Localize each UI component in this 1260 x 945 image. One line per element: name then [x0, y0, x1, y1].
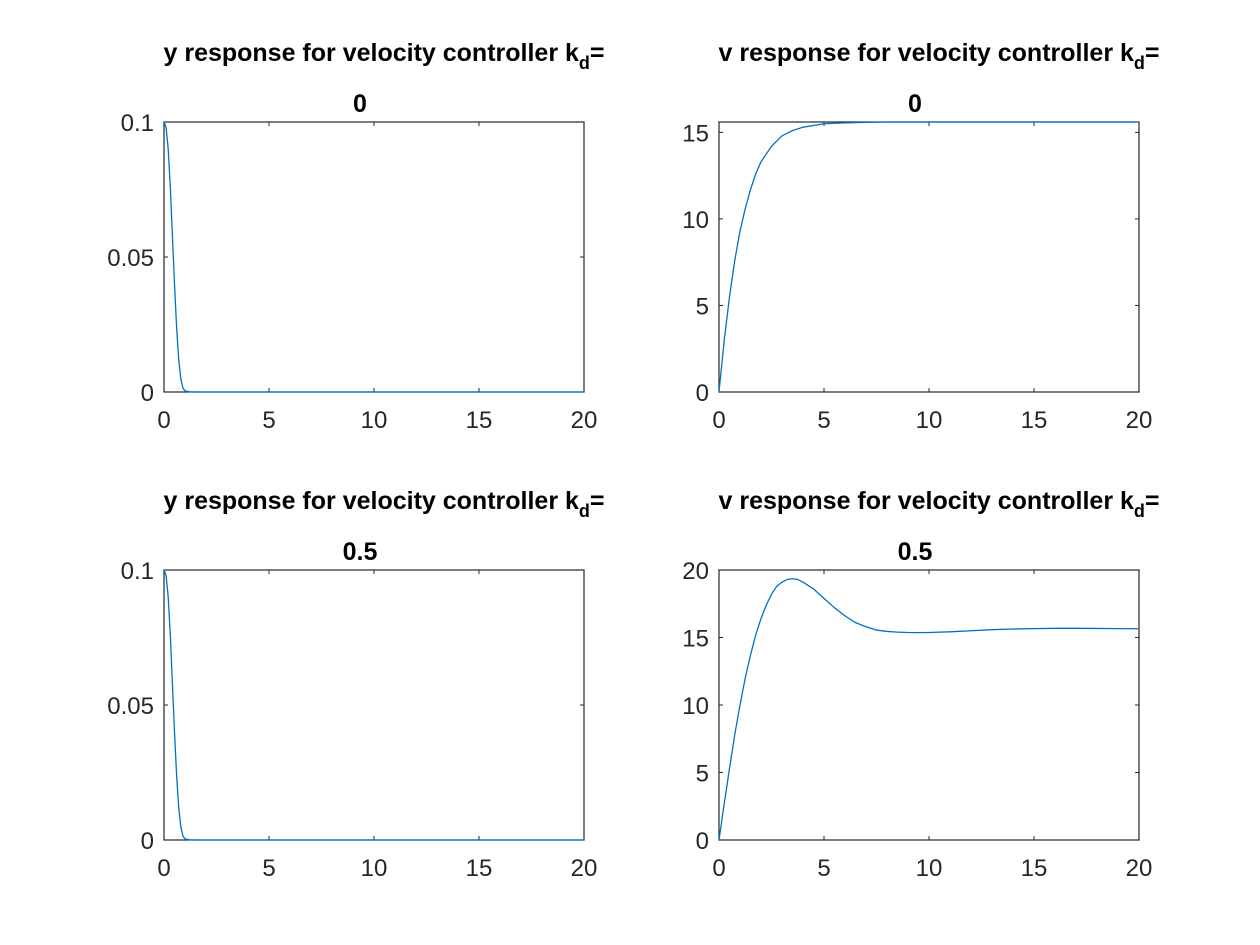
x-tick-label: 10 — [916, 855, 943, 882]
y-tick-label: 0 — [696, 828, 709, 855]
axes-box — [718, 569, 1140, 841]
chart-title-subscript: d — [1134, 501, 1145, 521]
axes-box — [718, 121, 1140, 393]
x-tick-label: 20 — [571, 407, 598, 434]
chart-title-subscript: d — [579, 53, 590, 73]
axes-box — [163, 569, 585, 841]
y-tick-label: 0.1 — [121, 110, 154, 137]
x-tick-label: 5 — [817, 407, 830, 434]
x-tick-label: 15 — [1021, 407, 1048, 434]
y-tick-label: 5 — [696, 761, 709, 788]
x-tick-label: 0 — [712, 855, 725, 882]
x-tick-label: 0 — [157, 407, 170, 434]
x-tick-label: 10 — [361, 407, 388, 434]
chart-title-line2: 0.5 — [343, 538, 378, 566]
x-tick-label: 10 — [361, 855, 388, 882]
chart-title-line1: y response for velocity controller kd= — [163, 39, 604, 73]
y-tick-label: 0 — [141, 380, 154, 407]
x-tick-label: 20 — [1126, 855, 1153, 882]
chart-title-line1: v response for velocity controller kd= — [718, 39, 1159, 73]
chart-title-subscript: d — [1134, 53, 1145, 73]
series-line — [163, 121, 584, 393]
chart-title-line2: 0 — [908, 90, 922, 118]
y-tick-label: 0 — [696, 380, 709, 407]
series-line — [718, 121, 1139, 393]
y-tick-label: 10 — [682, 207, 709, 234]
x-tick-label: 15 — [466, 855, 493, 882]
chart-title-subscript: d — [579, 501, 590, 521]
x-tick-label: 20 — [1126, 407, 1153, 434]
y-tick-label: 15 — [682, 626, 709, 653]
y-tick-label: 0.05 — [107, 245, 154, 272]
axes-box — [163, 121, 585, 393]
x-tick-label: 20 — [571, 855, 598, 882]
x-tick-label: 0 — [712, 407, 725, 434]
x-tick-label: 5 — [262, 407, 275, 434]
series-line — [163, 569, 584, 841]
chart-title-line1: y response for velocity controller kd= — [163, 487, 604, 521]
chart-title-line2: 0.5 — [898, 538, 933, 566]
series-line — [718, 578, 1140, 841]
y-tick-label: 5 — [696, 293, 709, 320]
x-tick-label: 15 — [466, 407, 493, 434]
y-tick-label: 15 — [682, 120, 709, 147]
x-tick-label: 0 — [157, 855, 170, 882]
y-tick-label: 20 — [682, 558, 709, 585]
x-tick-label: 15 — [1021, 855, 1048, 882]
x-tick-label: 5 — [262, 855, 275, 882]
subplot-v-response-kd-0-5: 0 5 10 15 20 0 5 10 15 20 v response for velocity … — [682, 487, 1159, 882]
subplot-y-response-kd-0: 0 5 10 15 20 0 0.05 0.1 y response for velocity … — [107, 39, 604, 434]
x-tick-label: 10 — [916, 407, 943, 434]
subplot-v-response-kd-0: 0 5 10 15 20 0 5 10 15 v response for velocity co… — [682, 39, 1159, 434]
y-tick-label: 0 — [141, 828, 154, 855]
y-tick-label: 10 — [682, 693, 709, 720]
y-tick-label: 0.1 — [121, 558, 154, 585]
x-tick-label: 5 — [817, 855, 830, 882]
subplot-y-response-kd-0-5: 0 5 10 15 20 0 0.05 0.1 y response for velocity … — [107, 487, 604, 882]
chart-title-line1: v response for velocity controller kd= — [718, 487, 1159, 521]
y-tick-label: 0.05 — [107, 693, 154, 720]
chart-title-line2: 0 — [353, 90, 367, 118]
